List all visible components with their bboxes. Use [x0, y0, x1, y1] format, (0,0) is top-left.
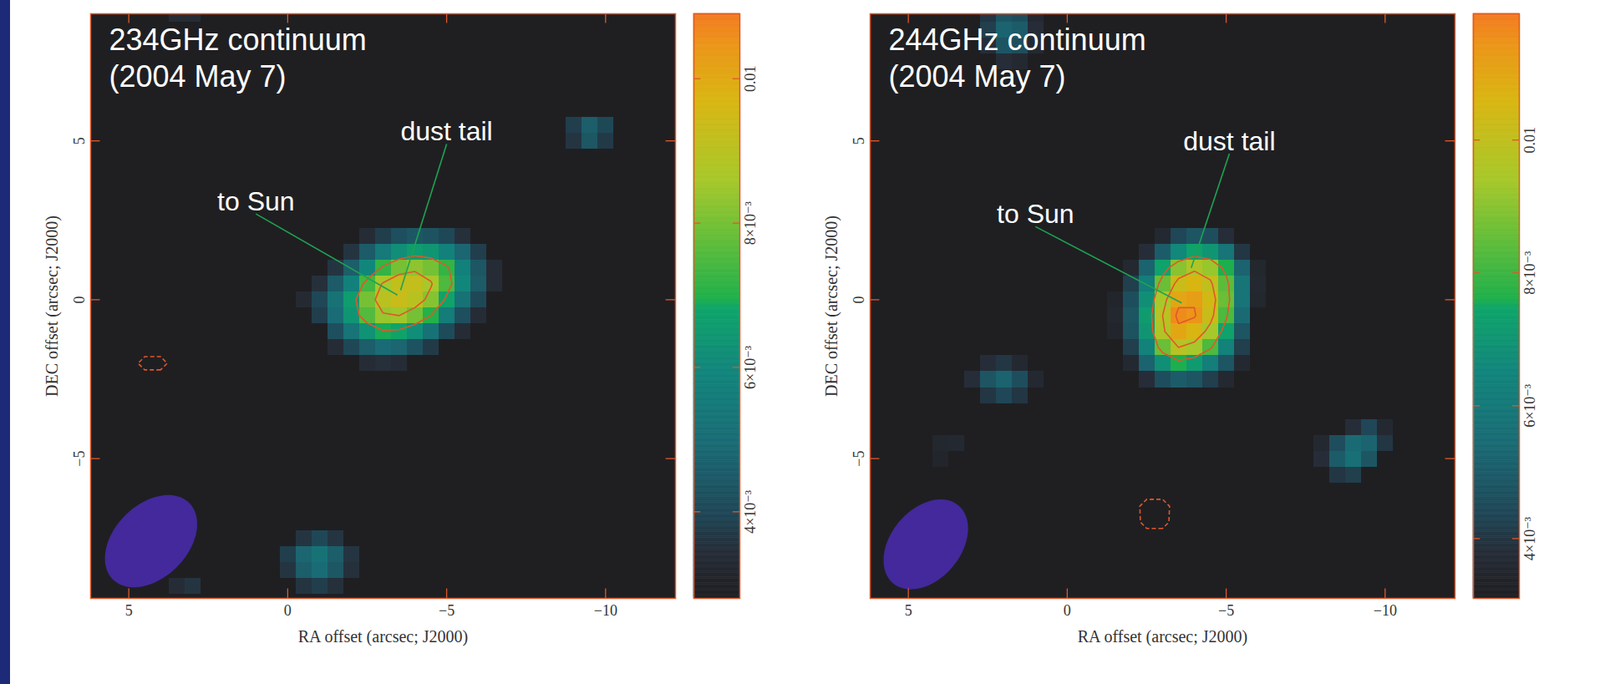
svg-text:0: 0 — [850, 295, 868, 304]
svg-text:5: 5 — [71, 137, 88, 145]
svg-text:−5: −5 — [1218, 602, 1235, 620]
svg-text:−10: −10 — [594, 602, 618, 620]
svg-text:5: 5 — [904, 602, 913, 620]
svg-text:−5: −5 — [850, 451, 868, 468]
svg-text:(2004 May 7): (2004 May 7) — [109, 59, 287, 94]
svg-text:0.01: 0.01 — [741, 66, 759, 93]
svg-text:−5: −5 — [71, 451, 88, 468]
svg-text:dust tail: dust tail — [400, 116, 493, 147]
svg-text:dust tail: dust tail — [1183, 126, 1275, 157]
svg-text:0: 0 — [1063, 602, 1072, 620]
svg-text:4×10⁻³: 4×10⁻³ — [741, 489, 759, 534]
svg-text:6×10⁻³: 6×10⁻³ — [1521, 383, 1539, 428]
svg-text:RA offset (arcsec; J2000): RA offset (arcsec; J2000) — [1077, 627, 1248, 647]
svg-text:8×10⁻³: 8×10⁻³ — [741, 200, 759, 245]
svg-text:0: 0 — [71, 295, 88, 304]
svg-text:244GHz continuum: 244GHz continuum — [888, 22, 1147, 57]
svg-text:to Sun: to Sun — [996, 198, 1075, 229]
svg-text:234GHz continuum: 234GHz continuum — [109, 22, 367, 57]
svg-text:6×10⁻³: 6×10⁻³ — [741, 345, 759, 390]
svg-text:5: 5 — [850, 137, 868, 145]
svg-text:to Sun: to Sun — [217, 186, 295, 217]
svg-text:0: 0 — [284, 602, 292, 620]
svg-text:0.01: 0.01 — [1521, 126, 1539, 154]
svg-text:RA offset (arcsec; J2000): RA offset (arcsec; J2000) — [298, 627, 468, 647]
svg-text:DEC offset (arcsec; J2000): DEC offset (arcsec; J2000) — [42, 215, 62, 397]
svg-text:DEC offset (arcsec; J2000): DEC offset (arcsec; J2000) — [822, 215, 842, 397]
svg-text:−10: −10 — [1373, 602, 1397, 620]
svg-text:4×10⁻³: 4×10⁻³ — [1521, 516, 1539, 561]
svg-text:(2004 May 7): (2004 May 7) — [888, 59, 1067, 94]
svg-text:5: 5 — [125, 602, 133, 620]
svg-text:−5: −5 — [438, 602, 455, 620]
svg-text:8×10⁻³: 8×10⁻³ — [1521, 250, 1539, 295]
